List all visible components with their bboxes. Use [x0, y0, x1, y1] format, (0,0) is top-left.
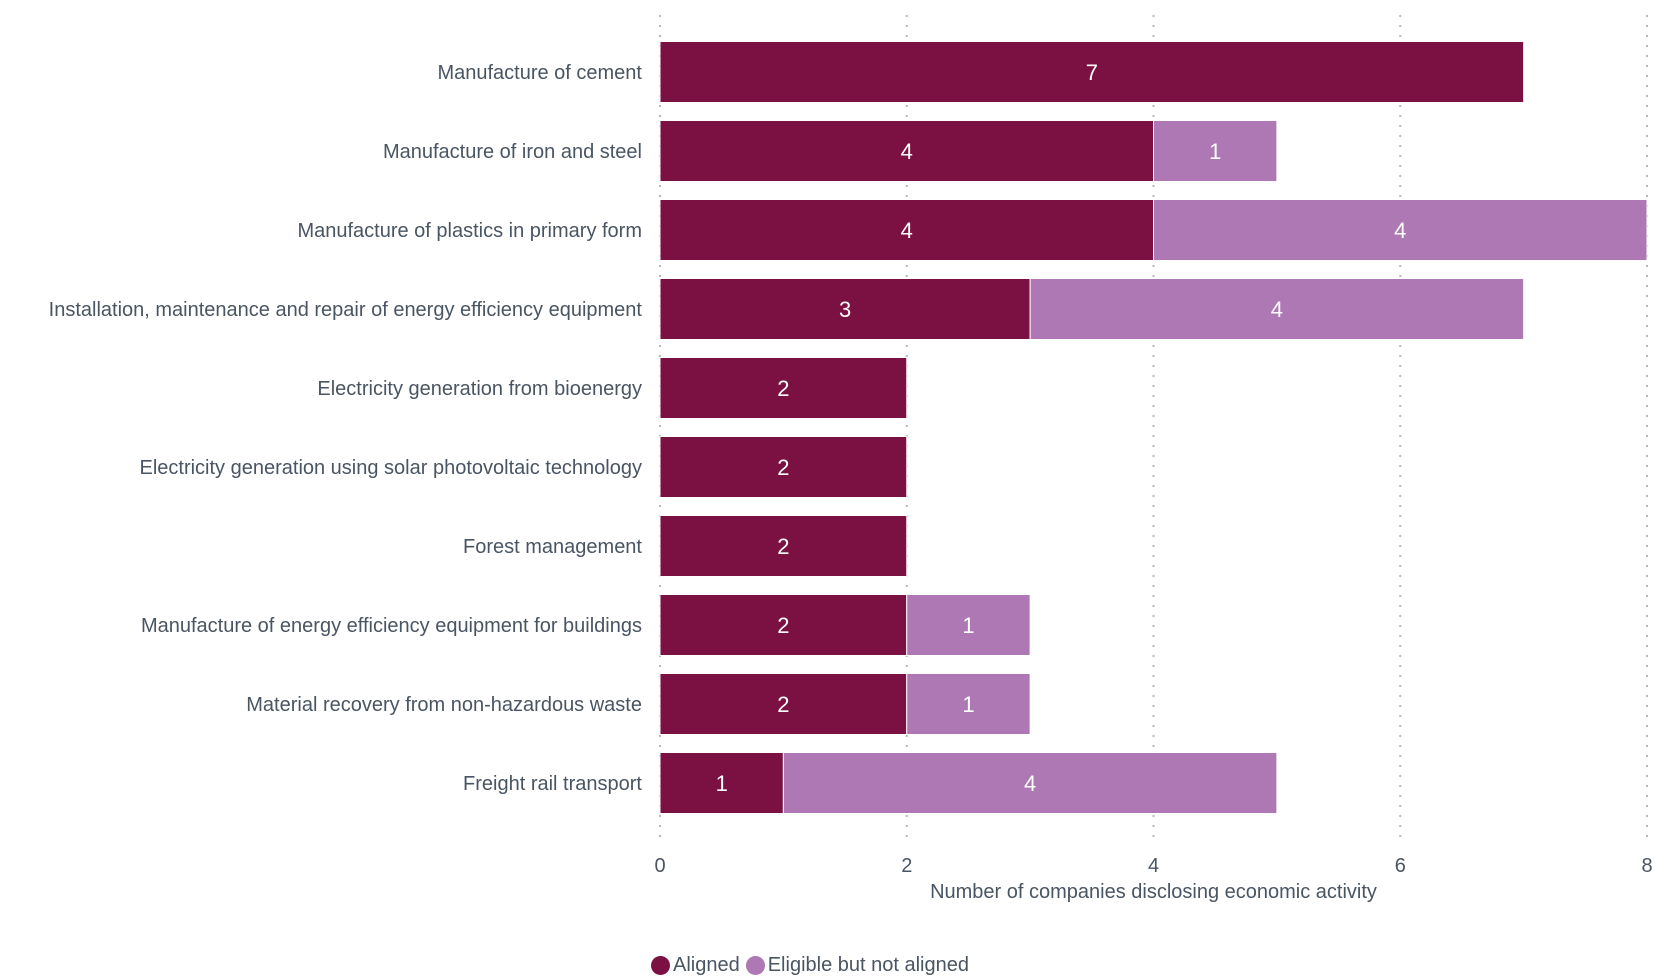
bar-segment[interactable]	[906, 673, 1031, 735]
category-label: Forest management	[463, 536, 642, 558]
legend-dot-aligned	[651, 955, 670, 975]
bar-segment[interactable]	[1029, 278, 1525, 340]
bar-value-label: 2	[777, 692, 789, 717]
bar-segment[interactable]	[1153, 120, 1278, 182]
bar-value-label: 4	[901, 139, 913, 164]
x-axis-ticks: 0 2 4 6 8	[654, 855, 1652, 877]
bar-value-label: 1	[1209, 139, 1221, 164]
bar-value-label: 4	[1394, 218, 1406, 243]
x-tick-label: 0	[654, 855, 665, 877]
category-label: Manufacture of cement	[437, 62, 642, 84]
bar-value-label: 7	[1086, 60, 1098, 85]
bar-value-label: 2	[777, 534, 789, 559]
bar-segment[interactable]	[659, 199, 1154, 261]
category-label: Manufacture of energy efficiency equipme…	[141, 615, 642, 637]
bar-segment[interactable]	[659, 752, 784, 814]
legend-label-aligned: Aligned	[673, 953, 740, 976]
x-tick-label: 8	[1641, 855, 1652, 877]
bar-segment[interactable]	[659, 41, 1525, 103]
bar-segment[interactable]	[659, 673, 908, 735]
bar-segment[interactable]	[782, 752, 1278, 814]
bar-segment[interactable]	[659, 594, 908, 656]
bar-value-label: 2	[777, 613, 789, 638]
bar-value-label: 4	[1024, 771, 1036, 796]
x-tick-label: 4	[1148, 855, 1159, 877]
category-label: Freight rail transport	[463, 773, 642, 795]
category-labels: Manufacture of cement Manufacture of iron…	[49, 62, 643, 795]
category-label: Manufacture of plastics in primary form	[297, 220, 642, 242]
legend-dot-eligible	[745, 955, 765, 975]
bar-segment[interactable]	[659, 436, 908, 498]
bar-value-label: 1	[716, 771, 728, 796]
bar-value-label: 1	[962, 613, 974, 638]
category-label: Electricity generation using solar photo…	[139, 457, 642, 479]
category-label: Manufacture of iron and steel	[383, 141, 642, 163]
bar-value-label: 2	[777, 455, 789, 480]
category-label: Material recovery from non-hazardous was…	[246, 694, 642, 716]
category-label: Electricity generation from bioenergy	[317, 378, 642, 400]
bar-value-label: 3	[839, 297, 851, 322]
bar-segment[interactable]	[659, 278, 1031, 340]
x-tick-label: 2	[901, 855, 912, 877]
legend-item-eligible[interactable]: Eligible but not aligned	[745, 953, 969, 977]
bars: 7 4 1 4 4 3 4 2 2 2 2 1 2 1 1 4	[659, 41, 1648, 814]
bar-value-label: 2	[777, 376, 789, 401]
legend-label-eligible: Eligible but not aligned	[767, 953, 969, 976]
bar-segment[interactable]	[1153, 199, 1648, 261]
category-label: Installation, maintenance and repair of …	[49, 299, 643, 321]
bar-value-label: 4	[901, 218, 913, 243]
bar-segment[interactable]	[659, 357, 908, 419]
legend: Aligned Eligible but not aligned	[651, 953, 975, 977]
bar-segment[interactable]	[659, 515, 908, 577]
bar-segment[interactable]	[659, 120, 1154, 182]
bar-segment[interactable]	[906, 594, 1031, 656]
bar-value-label: 1	[962, 692, 974, 717]
x-axis-title: Number of companies disclosing economic …	[930, 881, 1377, 903]
x-tick-label: 6	[1395, 855, 1406, 877]
legend-item-aligned[interactable]: Aligned	[651, 954, 740, 977]
bar-value-label: 4	[1271, 297, 1283, 322]
